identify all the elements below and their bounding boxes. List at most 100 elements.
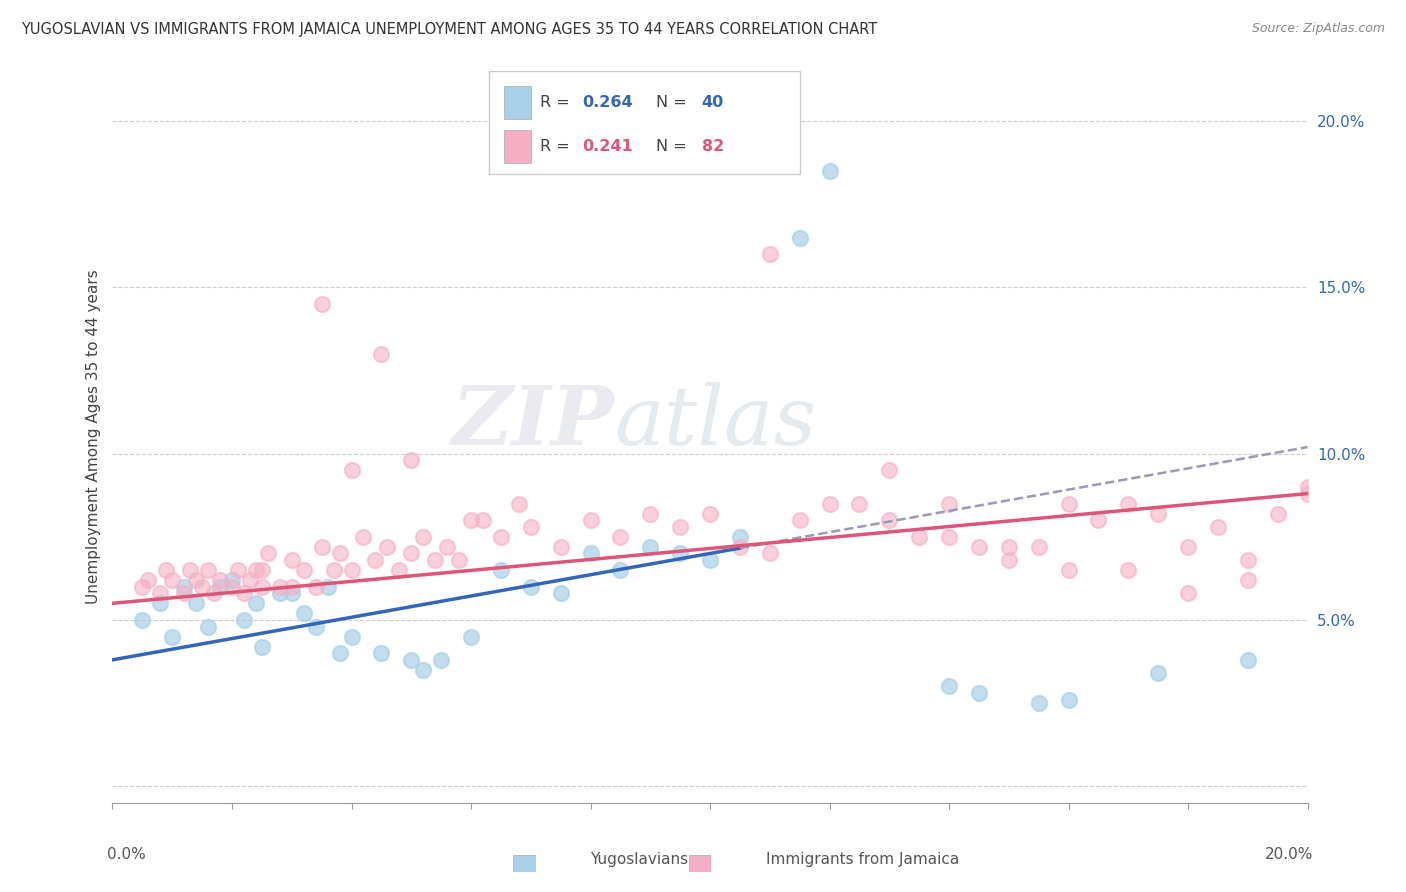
Text: 0.264: 0.264: [582, 95, 633, 110]
Point: [233, 586, 256, 600]
Point: [377, 540, 399, 554]
Point: [938, 530, 960, 544]
Point: [1028, 696, 1050, 710]
Point: [412, 530, 434, 544]
Point: [489, 530, 512, 544]
Point: [579, 546, 602, 560]
Point: [322, 563, 344, 577]
Point: [179, 563, 201, 577]
Point: [245, 596, 267, 610]
Point: [818, 497, 841, 511]
Point: [449, 553, 471, 567]
Point: [281, 580, 304, 594]
Point: [412, 663, 434, 677]
Point: [908, 530, 931, 544]
Point: [1147, 507, 1170, 521]
Point: [938, 497, 960, 511]
Point: [669, 546, 692, 560]
Point: [998, 553, 1021, 567]
Point: [401, 653, 423, 667]
Point: [149, 586, 172, 600]
Point: [202, 586, 225, 600]
Point: [401, 453, 423, 467]
Point: [436, 540, 458, 554]
Point: [173, 586, 195, 600]
Point: [221, 573, 243, 587]
Point: [789, 513, 811, 527]
Point: [818, 164, 841, 178]
Point: [609, 563, 631, 577]
Text: 0.0%: 0.0%: [107, 847, 145, 862]
Text: 0.241: 0.241: [582, 139, 633, 153]
Point: [789, 230, 811, 244]
Point: [1057, 563, 1080, 577]
Point: [879, 463, 901, 477]
Point: [640, 507, 662, 521]
Point: [311, 297, 333, 311]
Point: [250, 563, 273, 577]
Point: [340, 463, 363, 477]
Point: [1057, 692, 1080, 706]
Point: [388, 563, 411, 577]
Point: [269, 586, 291, 600]
Point: [131, 580, 153, 594]
Point: [1296, 486, 1319, 500]
Text: atlas: atlas: [614, 383, 817, 462]
Text: N =: N =: [657, 95, 692, 110]
Point: [281, 586, 304, 600]
Text: 82: 82: [702, 139, 724, 153]
Point: [221, 580, 243, 594]
Point: [329, 646, 352, 660]
Point: [162, 573, 183, 587]
FancyBboxPatch shape: [505, 86, 531, 119]
Point: [370, 646, 392, 660]
Point: [508, 497, 530, 511]
Point: [579, 513, 602, 527]
Point: [430, 653, 453, 667]
Point: [162, 630, 183, 644]
Point: [879, 513, 901, 527]
Point: [967, 540, 990, 554]
Point: [1147, 666, 1170, 681]
Point: [640, 540, 662, 554]
Point: [340, 630, 363, 644]
Point: [1267, 507, 1289, 521]
Point: [197, 619, 219, 633]
Point: [1057, 497, 1080, 511]
Text: N =: N =: [657, 139, 692, 153]
Point: [489, 563, 512, 577]
Point: [305, 619, 328, 633]
Point: [938, 680, 960, 694]
Point: [728, 530, 751, 544]
Point: [329, 546, 352, 560]
Point: [245, 563, 267, 577]
Point: [233, 613, 256, 627]
Point: [155, 563, 177, 577]
Text: ZIP: ZIP: [451, 383, 614, 462]
Text: YUGOSLAVIAN VS IMMIGRANTS FROM JAMAICA UNEMPLOYMENT AMONG AGES 35 TO 44 YEARS CO: YUGOSLAVIAN VS IMMIGRANTS FROM JAMAICA U…: [21, 22, 877, 37]
FancyBboxPatch shape: [489, 71, 800, 174]
Point: [186, 573, 208, 587]
Point: [1087, 513, 1109, 527]
Point: [1206, 520, 1229, 534]
Text: R =: R =: [540, 139, 575, 153]
Point: [250, 580, 273, 594]
Point: [209, 573, 232, 587]
FancyBboxPatch shape: [505, 130, 531, 163]
Point: [1296, 480, 1319, 494]
Point: [1177, 586, 1199, 600]
Text: Source: ZipAtlas.com: Source: ZipAtlas.com: [1251, 22, 1385, 36]
Point: [472, 513, 495, 527]
Point: [149, 596, 172, 610]
Point: [250, 640, 273, 654]
Point: [281, 553, 304, 567]
Point: [239, 573, 262, 587]
Point: [305, 580, 328, 594]
Text: R =: R =: [540, 95, 575, 110]
Text: 20.0%: 20.0%: [1265, 847, 1313, 862]
Point: [292, 607, 315, 621]
Point: [1118, 497, 1140, 511]
Point: [370, 347, 392, 361]
Point: [173, 580, 195, 594]
Point: [257, 546, 280, 560]
